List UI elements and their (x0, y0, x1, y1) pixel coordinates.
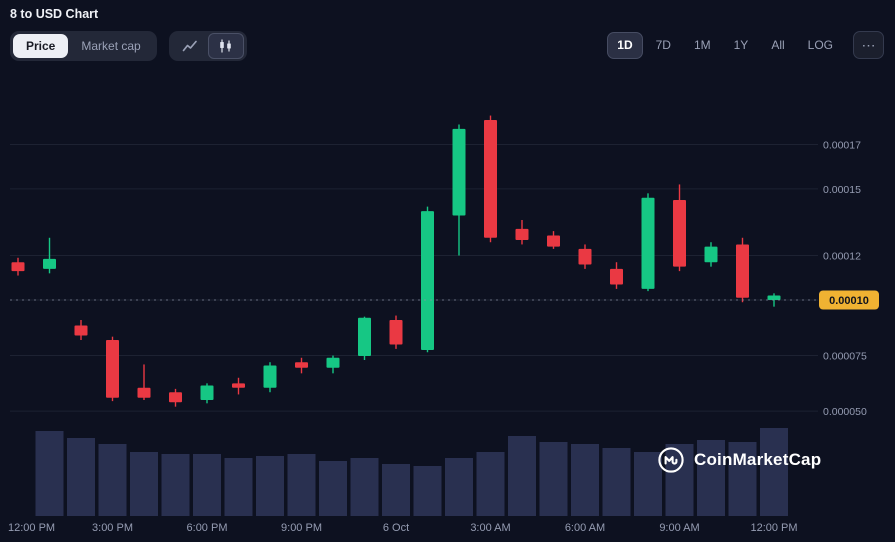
volume-bar (634, 452, 662, 516)
candle-body (358, 317, 371, 356)
candle-body (641, 197, 655, 289)
candle-body (200, 385, 214, 400)
current-price-badge-label: 0.00010 (829, 295, 869, 307)
volume-bar (224, 458, 253, 516)
x-axis-label: 12:00 PM (750, 522, 797, 534)
x-axis-label: 6:00 AM (565, 522, 605, 534)
range-1m-button[interactable]: 1M (684, 32, 721, 59)
volume-bar (256, 456, 284, 516)
volume-bar (98, 444, 127, 516)
candle-body (484, 120, 497, 238)
volume-bar (67, 438, 95, 516)
candlestick-chart-icon[interactable] (207, 33, 244, 59)
candle-body (263, 365, 277, 388)
candle-body (421, 211, 434, 350)
volume-bar (319, 461, 347, 516)
x-axis-label: 3:00 AM (470, 522, 510, 534)
range-all-button[interactable]: All (761, 32, 794, 59)
page-title: 8 to USD Chart (10, 7, 99, 21)
y-axis-label: 0.000050 (823, 406, 867, 418)
candle-body (137, 387, 151, 398)
volume-bar (665, 444, 694, 516)
volume-bar (508, 436, 536, 516)
candle-body (736, 244, 749, 298)
range-toolbar: 1D 7D 1M 1Y All LOG ⋯ (607, 31, 884, 59)
x-axis-label: 6:00 PM (187, 522, 228, 534)
candle-body (43, 258, 56, 269)
volume-bar (382, 464, 410, 516)
volume-bar (287, 454, 316, 516)
volume-bar (697, 440, 725, 516)
y-axis-label: 0.00012 (823, 251, 861, 263)
volume-bar (35, 431, 64, 516)
candle-body (11, 262, 25, 272)
volume-bar (760, 428, 788, 516)
log-scale-button[interactable]: LOG (798, 32, 843, 59)
chart-type-toggle (168, 31, 247, 61)
x-axis-label: 6 Oct (383, 522, 409, 534)
candle-body (547, 235, 560, 247)
price-tab[interactable]: Price (13, 34, 69, 58)
candle-body (578, 248, 592, 265)
candle-body (326, 357, 340, 368)
candle-body (169, 392, 182, 403)
volume-bar (602, 448, 631, 516)
candle-body (452, 128, 466, 216)
line-chart-icon[interactable] (172, 33, 208, 59)
volume-bar (413, 466, 442, 516)
line-chart-glyph (182, 40, 197, 52)
volume-bar (130, 452, 158, 516)
y-axis-label: 0.000075 (823, 351, 867, 363)
volume-bar (571, 444, 599, 516)
y-axis-label: 0.00017 (823, 139, 861, 151)
x-axis-label: 12:00 PM (8, 522, 55, 534)
candle-body (74, 325, 88, 336)
market-cap-tab[interactable]: Market cap (68, 34, 153, 58)
coinmarketcap-watermark: CoinMarketCap (657, 446, 821, 474)
volume-bar (161, 454, 190, 516)
volume-bar (445, 458, 473, 516)
more-options-button[interactable]: ⋯ (853, 31, 884, 59)
range-1y-button[interactable]: 1Y (724, 32, 759, 59)
range-7d-button[interactable]: 7D (646, 32, 681, 59)
volume-bar (350, 458, 379, 516)
x-axis-label: 3:00 PM (92, 522, 133, 534)
candle-body (673, 200, 686, 267)
volume-bar (728, 442, 757, 516)
volume-bar (476, 452, 505, 516)
watermark-label: CoinMarketCap (694, 450, 822, 469)
current-price-badge (819, 290, 879, 310)
candle-body (767, 295, 781, 300)
range-1d-button[interactable]: 1D (607, 31, 643, 59)
candle-body (515, 228, 529, 240)
volume-bar (193, 454, 221, 516)
chart-toolbar-left: Price Market cap (10, 31, 247, 61)
coinmarketcap-logo-icon (658, 447, 684, 473)
x-axis-label: 9:00 AM (659, 522, 699, 534)
candle-body (232, 383, 245, 388)
y-axis-label: 0.00015 (823, 184, 861, 196)
candle-body (389, 320, 403, 345)
candle-body (704, 246, 718, 263)
candle-body (295, 362, 308, 368)
x-axis-label: 9:00 PM (281, 522, 322, 534)
volume-bar (539, 442, 568, 516)
candle-body (106, 340, 119, 398)
candlestick-glyph (219, 39, 231, 53)
candle-body (610, 268, 623, 285)
price-marketcap-toggle: Price Market cap (10, 31, 157, 61)
